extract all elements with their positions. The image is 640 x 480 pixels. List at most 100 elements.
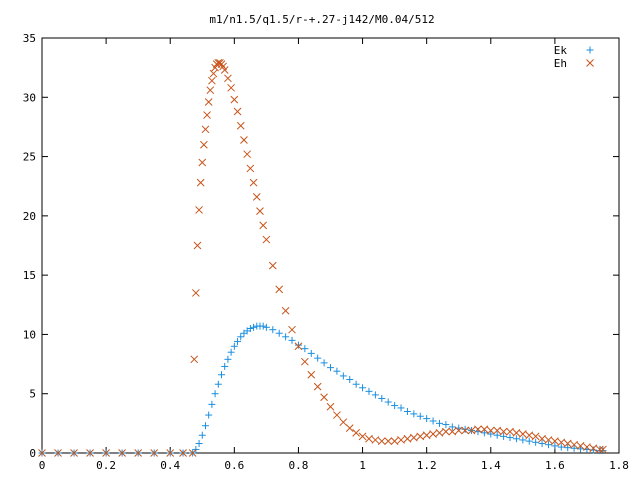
- marker-stroke: [102, 449, 110, 457]
- data-point-eh: [288, 325, 296, 334]
- marker-stroke: [442, 427, 450, 436]
- data-point-eh: [179, 449, 187, 457]
- plot-frame: [41, 37, 620, 454]
- data-point-ek: [227, 348, 235, 356]
- y-tick-label: 10: [23, 328, 36, 341]
- data-point-eh: [416, 432, 425, 441]
- data-point-eh: [377, 437, 386, 445]
- data-point-ek: [352, 380, 360, 388]
- data-point-eh: [294, 342, 303, 351]
- data-point-ek: [403, 408, 411, 415]
- marker-stroke: [214, 59, 223, 67]
- data-point-ek: [391, 402, 399, 410]
- marker-stroke: [512, 428, 521, 437]
- data-point-eh: [252, 193, 261, 201]
- data-point-ek: [423, 415, 431, 423]
- data-point-ek: [221, 362, 229, 370]
- data-point-ek: [346, 375, 354, 383]
- data-point-eh: [512, 428, 521, 437]
- marker-stroke: [422, 431, 431, 440]
- data-point-eh: [557, 438, 566, 447]
- data-point-eh: [480, 425, 489, 434]
- data-point-ek: [333, 367, 341, 375]
- x-tick-label: 0: [39, 459, 46, 472]
- data-point-ek: [237, 333, 245, 341]
- data-point-ek: [250, 323, 258, 331]
- data-point-eh: [224, 74, 232, 83]
- data-point-eh: [204, 98, 213, 106]
- data-point-eh: [249, 178, 258, 187]
- marker-stroke: [352, 428, 360, 437]
- marker-stroke: [570, 440, 578, 449]
- data-point-eh: [506, 427, 514, 436]
- marker-stroke: [474, 425, 482, 434]
- data-point-ek: [294, 341, 302, 349]
- data-point-eh: [435, 428, 444, 437]
- data-point-ek: [365, 387, 373, 395]
- data-point-ek: [442, 421, 450, 429]
- data-point-ek: [500, 432, 508, 440]
- data-point-ek: [570, 444, 578, 452]
- data-point-eh: [531, 432, 540, 441]
- marker-stroke: [38, 449, 46, 457]
- marker-stroke: [208, 76, 216, 85]
- marker-stroke: [198, 158, 207, 167]
- data-point-ek: [314, 354, 322, 362]
- data-point-ek: [564, 444, 572, 452]
- data-point-ek: [487, 430, 495, 438]
- data-point-eh: [227, 83, 235, 92]
- data-point-ek: [307, 349, 315, 357]
- data-point-eh: [333, 411, 341, 419]
- marker-stroke: [200, 140, 208, 149]
- data-point-ek: [234, 338, 242, 346]
- data-point-ek: [429, 417, 437, 425]
- data-point-ek: [214, 380, 222, 388]
- y-tick-label: 0: [29, 447, 36, 460]
- data-point-eh: [589, 444, 598, 453]
- marker-stroke: [339, 418, 348, 427]
- data-point-eh: [200, 140, 208, 149]
- data-point-eh: [499, 427, 508, 436]
- marker-stroke: [583, 443, 591, 451]
- legend-label-ek: Ek: [554, 44, 568, 57]
- data-point-ek: [544, 441, 552, 449]
- legend-marker-eh: [586, 59, 594, 67]
- marker-stroke: [230, 95, 239, 104]
- marker-stroke: [563, 439, 572, 448]
- data-point-ek: [195, 440, 203, 448]
- data-point-eh: [448, 427, 457, 436]
- data-point-eh: [409, 433, 418, 442]
- marker-stroke: [240, 136, 248, 144]
- marker-stroke: [150, 449, 159, 457]
- data-point-eh: [518, 430, 527, 438]
- marker-stroke: [54, 449, 62, 457]
- legend-label-eh: Eh: [554, 57, 567, 70]
- data-point-eh: [190, 355, 199, 364]
- data-point-eh: [474, 425, 482, 434]
- data-point-eh: [262, 235, 271, 244]
- marker-stroke: [326, 402, 335, 411]
- marker-stroke: [409, 433, 418, 442]
- data-point-ek: [218, 371, 226, 379]
- marker-stroke: [538, 434, 546, 443]
- data-point-eh: [102, 449, 110, 457]
- marker-stroke: [219, 62, 227, 71]
- data-point-eh: [196, 178, 205, 187]
- data-point-ek: [557, 443, 565, 451]
- marker-stroke: [480, 425, 489, 434]
- plot-border: [41, 37, 620, 454]
- marker-stroke: [313, 382, 322, 391]
- marker-stroke: [179, 449, 187, 457]
- marker-stroke: [486, 426, 495, 435]
- data-point-eh: [275, 285, 284, 294]
- y-tick-label: 30: [23, 91, 36, 104]
- marker-stroke: [281, 306, 290, 315]
- data-point-eh: [118, 449, 126, 457]
- data-point-eh: [422, 431, 431, 440]
- marker-stroke: [493, 426, 502, 435]
- data-point-eh: [493, 426, 502, 435]
- data-point-eh: [166, 449, 175, 457]
- data-point-ek: [410, 410, 418, 418]
- data-point-ek: [461, 425, 469, 433]
